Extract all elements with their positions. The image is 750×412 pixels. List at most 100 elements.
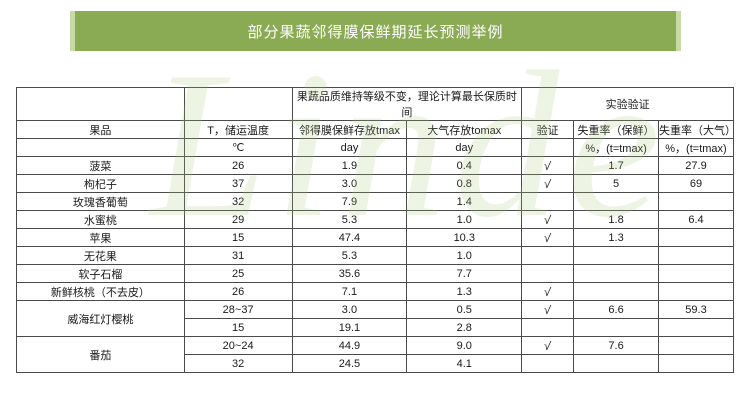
cell-temp: 31 [183,246,293,265]
cell-loss-air: 59.3 [658,300,734,319]
table-row: 玫瑰香葡萄 32 7.9 1.4 [16,192,734,211]
title-banner: 部分果蔬邻得膜保鲜期延长预测举例 [70,11,681,51]
table-row: 无花果 31 5.3 1.0 [16,246,734,265]
cell-temp: 15 [183,228,293,247]
table-group-header-row: 果蔬品质维持等级不变，理论计算最长保质时间 实验验证 [16,87,734,121]
table-row: 32 24.5 4.1 [17,354,734,373]
cell-verify [521,264,575,283]
cell-temp: 26 [183,282,293,301]
cell-fruit-name: 新鲜核桃（不去皮） [16,282,185,301]
group-header-theory: 果蔬品质维持等级不变，理论计算最长保质时间 [291,87,523,121]
cell-loss-air [658,264,734,283]
table-row: 威海红灯樱桃 28~37 3.0 0.5 √ 6.6 59.3 [16,300,734,337]
column-header-temp: T，储运温度 [183,120,293,139]
cell-loss-film: 1.8 [573,210,659,229]
cell-fruit-name: 玫瑰香葡萄 [16,192,185,211]
column-header-name: 果品 [16,120,185,139]
column-header-verify: 验证 [521,120,575,139]
cell-loss-air [658,246,734,265]
unit-name [16,138,185,157]
cell-loss-air: 6.4 [658,210,734,229]
cell-loss-film: 1.7 [573,156,659,175]
cell-tmax: 7.9 [291,192,408,211]
cell-tomax: 2.8 [406,318,523,337]
cell-loss-film [573,354,659,373]
cell-loss-air [658,282,734,301]
cell-verify: √ [521,228,575,247]
cell-verify: √ [521,336,575,355]
cell-verify: √ [521,174,575,193]
check-icon: √ [543,212,552,227]
cell-temp: 20~24 [183,336,293,355]
unit-loss-film: %，(t=tmax) [573,138,659,157]
cell-loss-air: 69 [658,174,734,193]
cell-temp: 25 [183,264,293,283]
cell-tmax: 19.1 [291,318,408,337]
check-icon: √ [543,176,552,191]
cell-fruit-name: 无花果 [16,246,185,265]
cell-verify: √ [521,210,575,229]
cell-tmax: 47.4 [291,228,408,247]
cell-fruit-name: 番茄 [16,336,185,373]
check-icon: √ [543,230,552,245]
cell-verify [521,192,575,211]
cell-loss-film [573,318,659,337]
table-row: 菠菜 26 1.9 0.4 √ 1.7 27.9 [16,156,734,175]
cell-tmax: 44.9 [291,336,408,355]
cell-tmax: 7.1 [291,282,408,301]
check-icon: √ [543,158,552,173]
table-row: 15 19.1 2.8 [17,318,734,337]
table-unit-row: ℃ day day %，(t=tmax) %，(t=tmax) [16,138,734,157]
column-header-tmax: 邻得膜保鲜存放tmax [291,120,408,139]
cell-tomax: 0.8 [406,174,523,193]
cell-tomax: 1.0 [406,210,523,229]
cell-loss-film: 1.3 [573,228,659,247]
corner-cell-blank [16,87,185,121]
column-header-loss-air: 失重率（大气） [658,120,736,139]
cell-temp: 37 [183,174,293,193]
table-column-header-row: 果品 T，储运温度 邻得膜保鲜存放tmax 大气存放tomax 验证 失重率（保鲜） 失重率… [16,120,736,139]
cell-tomax: 0.5 [406,300,523,319]
cell-temp: 26 [183,156,293,175]
cell-tomax: 4.1 [406,354,523,373]
cell-loss-air [658,336,734,355]
cell-verify [521,354,575,373]
cell-fruit-name: 软子石榴 [16,264,185,283]
cell-tomax: 7.7 [406,264,523,283]
cell-tmax: 5.3 [291,246,408,265]
table-row: 新鲜核桃（不去皮） 26 7.1 1.3 √ [16,282,734,301]
cell-loss-air [658,192,734,211]
cell-tomax: 1.4 [406,192,523,211]
cell-tmax: 35.6 [291,264,408,283]
unit-tmax: day [291,138,408,157]
cell-fruit-name: 枸杞子 [16,174,185,193]
cell-verify [521,246,575,265]
group-header-experiment: 实验验证 [521,87,734,121]
cell-loss-film: 6.6 [573,300,659,319]
cell-temp: 32 [183,354,293,373]
cell-fruit-name: 威海红灯樱桃 [16,300,185,337]
cell-tomax: 1.0 [406,246,523,265]
unit-temp: ℃ [183,138,293,157]
unit-tomax: day [406,138,523,157]
cell-loss-air [658,354,734,373]
unit-loss-air: %，(t=tmax) [658,138,734,157]
corner-cell-blank-2 [183,87,293,121]
cell-fruit-name: 苹果 [16,228,185,247]
cell-loss-air [658,318,734,337]
column-header-tomax: 大气存放tomax [406,120,523,139]
cell-tmax: 24.5 [291,354,408,373]
cell-tomax: 1.3 [406,282,523,301]
cell-tmax: 3.0 [291,174,408,193]
cell-loss-film: 7.6 [573,336,659,355]
table-row: 水蜜桃 29 5.3 1.0 √ 1.8 6.4 [16,210,734,229]
cell-tomax: 0.4 [406,156,523,175]
cell-tmax: 1.9 [291,156,408,175]
table-row: 枸杞子 37 3.0 0.8 √ 5 69 [16,174,734,193]
cell-loss-film [573,192,659,211]
cell-loss-film: 5 [573,174,659,193]
cell-verify: √ [521,300,575,319]
cell-tomax: 10.3 [406,228,523,247]
cell-tmax: 5.3 [291,210,408,229]
column-header-loss-film: 失重率（保鲜） [573,120,659,139]
